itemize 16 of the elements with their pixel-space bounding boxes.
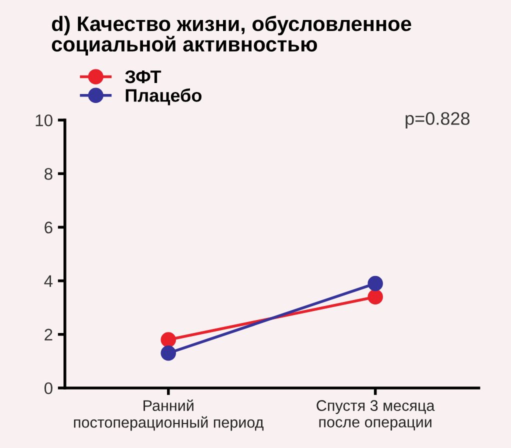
annotation: p=0.828 (406, 112, 470, 128)
point (368, 289, 383, 305)
y-tick-label: 4 (44, 275, 53, 287)
y-tick-label: 10 (36, 114, 52, 126)
point (160, 332, 176, 348)
point (368, 276, 383, 292)
y-tick-label: 6 (44, 222, 52, 234)
x-tick-label: Ранний постоперационный период (74, 400, 264, 431)
y-tick-label: 0 (44, 382, 52, 394)
legend-label: Плацебо (126, 88, 202, 106)
point (160, 346, 176, 361)
legend-label: ЗФТ (125, 70, 162, 84)
y-tick-label: 8 (44, 168, 52, 180)
chart-title: d) Качество жизни, обусловленное социальной активностью (52, 16, 412, 56)
x-tick-label: Спустя 3 месяца после операции (316, 400, 435, 430)
y-tick-label: 2 (44, 328, 52, 340)
